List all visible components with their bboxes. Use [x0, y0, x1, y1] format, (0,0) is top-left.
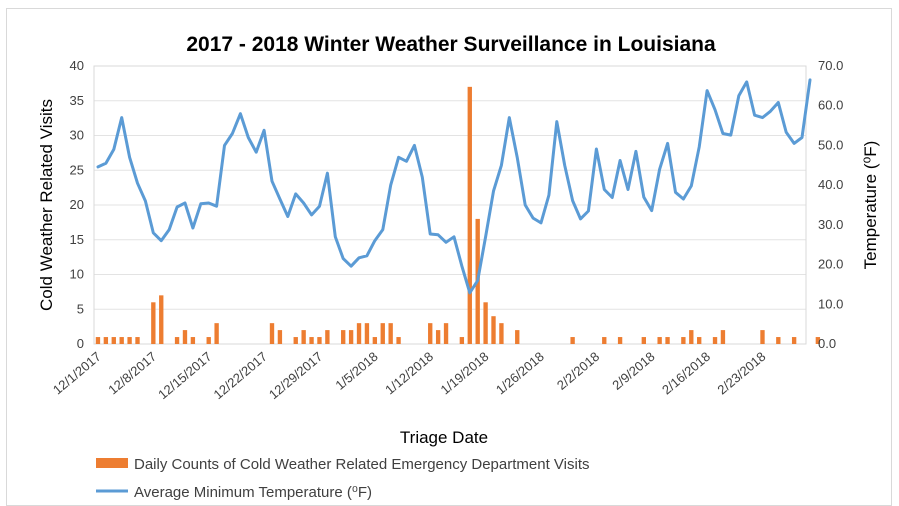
right-tick-label: 40.0 [818, 177, 843, 192]
plot-area-border [93, 65, 807, 345]
x-axis-ticks: 12/1/2017 12/8/201712/15/201712/22/201712… [50, 349, 768, 402]
left-tick-label: 25 [70, 162, 84, 177]
x-tick-label: 1/5/2018 [332, 349, 380, 393]
visit-bar [657, 337, 662, 344]
x-tick-label: 2/23/2018 [714, 349, 768, 398]
right-tick-label: 50.0 [818, 137, 843, 152]
left-axis-ticks: 0 5 10 15 20 25 30 35 40 [70, 58, 84, 351]
visit-bar [483, 302, 488, 344]
visit-bar [348, 330, 354, 344]
visit-bar [665, 337, 670, 344]
visit-bar [103, 337, 109, 344]
left-tick-label: 0 [77, 336, 84, 351]
x-tick-label: 2/9/2018 [609, 349, 657, 393]
x-tick-label: 1/26/2018 [493, 349, 547, 398]
visit-bar [174, 337, 180, 344]
visit-bar [135, 337, 140, 344]
visit-bar [720, 330, 726, 344]
visit-bar [372, 337, 378, 344]
visit-bar [190, 337, 196, 344]
legend-bar-swatch [96, 458, 128, 468]
left-axis-title: Cold Weather Related Visits [37, 99, 56, 311]
x-tick-label: 12/22/2017 [211, 349, 270, 402]
visit-bar [127, 337, 132, 344]
visit-bar [435, 330, 441, 344]
visit-bar [570, 337, 575, 344]
visit-bar [689, 330, 694, 344]
visit-bar [356, 323, 362, 344]
chart-frame [6, 8, 892, 506]
visit-bar [277, 330, 283, 344]
visit-bar [815, 337, 821, 344]
right-axis-ticks: 0.0 10.0 20.0 30.0 40.0 50.0 60.0 70.0 [818, 58, 843, 351]
chart-title: 2017 - 2018 Winter Weather Surveillance … [186, 33, 716, 56]
x-tick-label: 12/1/2017 [50, 349, 104, 398]
visit-bar [388, 323, 393, 344]
right-tick-label: 20.0 [818, 257, 843, 272]
right-tick-label: 10.0 [818, 296, 843, 311]
right-tick-label: 60.0 [818, 98, 843, 113]
visit-bar [301, 330, 306, 344]
right-tick-label: 0.0 [818, 336, 836, 351]
visit-bar [309, 337, 314, 344]
visit-bar [159, 295, 164, 344]
visit-bar [681, 337, 686, 344]
visit-bar [151, 302, 156, 344]
left-tick-label: 35 [70, 93, 84, 108]
left-tick-label: 5 [77, 301, 84, 316]
visit-bar [293, 337, 298, 344]
visit-bar [119, 337, 124, 344]
x-tick-label: 2/16/2018 [659, 349, 713, 398]
visit-bar [443, 323, 449, 344]
left-tick-label: 30 [70, 128, 84, 143]
visit-bar [317, 337, 322, 344]
visit-bar [95, 337, 101, 344]
visit-bar [269, 323, 275, 344]
x-tick-label: 1/12/2018 [382, 349, 436, 398]
visit-bar [111, 337, 116, 344]
bar-series [95, 86, 821, 344]
x-tick-label: 12/29/2017 [266, 349, 325, 402]
right-tick-label: 70.0 [818, 58, 843, 73]
visit-bar [182, 330, 188, 344]
visit-bar [214, 323, 219, 344]
visit-bar [396, 337, 401, 344]
visit-bar [499, 323, 504, 344]
visit-bar [641, 337, 646, 344]
visit-bar [467, 86, 472, 344]
left-tick-label: 10 [70, 267, 84, 282]
visit-bar [776, 337, 781, 344]
visit-bar [325, 330, 330, 344]
legend: Daily Counts of Cold Weather Related Eme… [96, 456, 590, 501]
left-tick-label: 20 [70, 197, 84, 212]
visit-bar [515, 330, 520, 344]
x-tick-label: 12/15/2017 [155, 349, 214, 402]
visit-bar [491, 316, 496, 344]
left-tick-label: 15 [70, 232, 84, 247]
visit-bar [428, 323, 433, 344]
x-tick-label: 2/2/2018 [554, 349, 602, 393]
visit-bar [617, 337, 623, 344]
visit-bar [459, 337, 465, 344]
visit-bar [380, 323, 385, 344]
right-tick-label: 30.0 [818, 217, 843, 232]
right-axis-title: Temperature (⁰F) [861, 141, 880, 270]
x-tick-label: 12/8/2017 [105, 349, 159, 398]
visit-bar [760, 330, 765, 344]
left-tick-label: 40 [70, 58, 84, 73]
visit-bar [712, 337, 718, 344]
visit-bar [341, 330, 346, 344]
legend-line-label: Average Minimum Temperature (⁰F) [134, 484, 372, 501]
x-axis-title: Triage Date [400, 428, 488, 447]
visit-bar [697, 337, 702, 344]
visit-bar [206, 337, 211, 344]
x-tick-label: 1/19/2018 [438, 349, 492, 398]
visit-bar [791, 337, 797, 344]
visit-bar [364, 323, 370, 344]
temperature-line [96, 78, 812, 295]
legend-bar-label: Daily Counts of Cold Weather Related Eme… [134, 456, 590, 473]
visit-bar [602, 337, 607, 344]
